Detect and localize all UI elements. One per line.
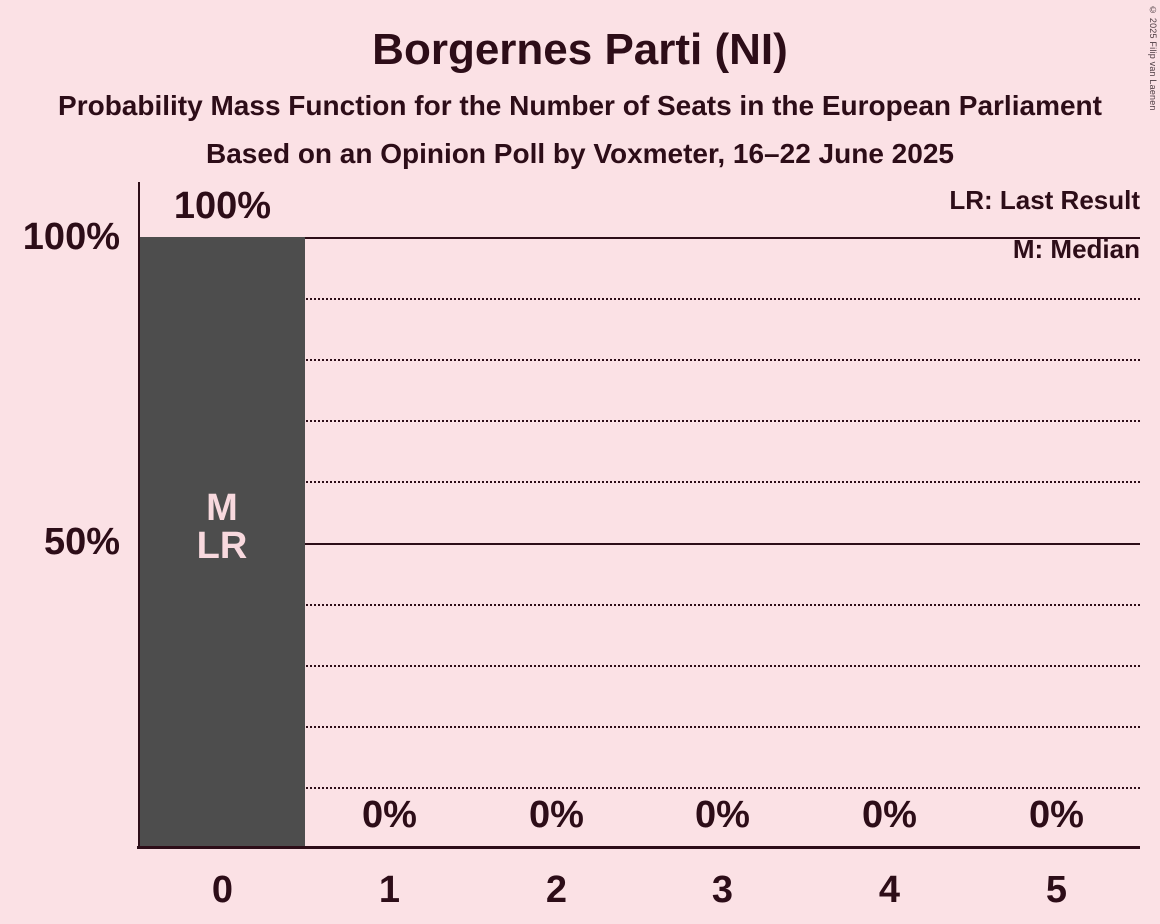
gridline-20pct [139, 725, 1140, 728]
last-result-marker-label: LR [196, 525, 248, 567]
gridline-80pct [139, 359, 1140, 362]
y-axis-line [138, 182, 140, 848]
legend-last-result: LR: Last Result [949, 185, 1140, 215]
value-label-seats-5: 0% [1029, 794, 1084, 836]
x-tick-label-1: 1 [378, 869, 401, 911]
gridline-60pct [139, 481, 1140, 484]
legend-median: M: Median [1012, 234, 1140, 264]
plot-area: M LR [139, 237, 1140, 848]
value-label-seats-2: 0% [529, 794, 584, 836]
value-label-seats-4: 0% [862, 794, 917, 836]
bar-annotation: M LR [139, 489, 305, 565]
x-tick-label-0: 0 [211, 869, 234, 911]
copyright-notice: © 2025 Filip van Laenen [1148, 5, 1158, 111]
chart-subtitle: Probability Mass Function for the Number… [58, 90, 1102, 121]
value-label-seats-1: 0% [362, 794, 417, 836]
y-axis-label-100: 100% [22, 216, 120, 258]
gridline-90pct [139, 298, 1140, 301]
bar-seats-0: M LR [139, 237, 305, 848]
y-axis-label-50: 50% [43, 521, 120, 563]
gridline-40pct [139, 603, 1140, 606]
x-axis-line [137, 846, 1140, 849]
gridline-100pct [139, 237, 1140, 239]
chart-title: Borgernes Parti (NI) [372, 25, 788, 74]
x-tick-label-2: 2 [545, 869, 568, 911]
x-tick-label-3: 3 [711, 869, 734, 911]
gridline-50pct [139, 542, 1140, 545]
value-label-seats-3: 0% [695, 794, 750, 836]
chart-poll-source: Based on an Opinion Poll by Voxmeter, 16… [206, 138, 954, 169]
value-label-seats-0: 100% [173, 185, 272, 227]
gridline-10pct [139, 786, 1140, 789]
gridline-30pct [139, 664, 1140, 667]
gridline-70pct [139, 420, 1140, 423]
median-marker-label: M [206, 487, 238, 529]
x-tick-label-5: 5 [1045, 869, 1068, 911]
x-tick-label-4: 4 [878, 869, 901, 911]
